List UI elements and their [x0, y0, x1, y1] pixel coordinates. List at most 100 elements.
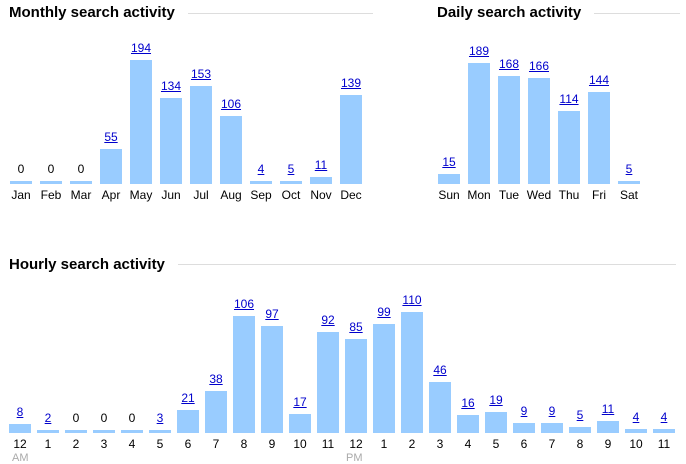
hourly-axis-label: 2 [72, 437, 80, 451]
monthly-bar[interactable] [70, 181, 92, 184]
monthly-bar[interactable] [190, 86, 212, 184]
hourly-value-label[interactable]: 46 [433, 363, 447, 377]
hourly-value-label[interactable]: 3 [156, 411, 164, 425]
monthly-value-label[interactable]: 194 [130, 41, 152, 55]
hourly-value-label[interactable]: 92 [321, 313, 335, 327]
hourly-axis-label: 9 [268, 437, 276, 451]
hourly-value-label[interactable]: 11 [601, 402, 615, 416]
hourly-bar[interactable] [65, 430, 87, 433]
hourly-bar[interactable] [457, 415, 479, 433]
hourly-value-label[interactable]: 9 [520, 404, 528, 418]
hourly-bar[interactable] [597, 421, 619, 433]
hourly-value-label[interactable]: 99 [377, 305, 391, 319]
hourly-axis-label: 11 [657, 437, 671, 451]
daily-value-label[interactable]: 114 [559, 92, 579, 106]
hourly-axis-label: 8 [240, 437, 248, 451]
hourly-bar[interactable] [513, 423, 535, 433]
daily-value-label[interactable]: 5 [625, 162, 633, 176]
monthly-value-label[interactable]: 153 [190, 67, 212, 81]
daily-value-label[interactable]: 144 [588, 73, 610, 87]
hourly-bar[interactable] [317, 332, 339, 433]
hourly-axis-label: 12 [349, 437, 363, 451]
hourly-axis-label: 9 [604, 437, 612, 451]
daily-value-label[interactable]: 166 [528, 59, 550, 73]
hourly-value-label[interactable]: 38 [209, 372, 223, 386]
hourly-bar[interactable] [205, 391, 227, 433]
hourly-bar[interactable] [9, 424, 31, 433]
hourly-bar[interactable] [653, 429, 675, 433]
hourly-value-label[interactable]: 110 [402, 293, 422, 307]
monthly-value-label[interactable]: 55 [104, 130, 118, 144]
hourly-value-label[interactable]: 8 [16, 405, 24, 419]
hourly-bar[interactable] [373, 324, 395, 433]
monthly-bar[interactable] [310, 177, 332, 184]
hourly-bar[interactable] [401, 312, 423, 433]
hourly-bar[interactable] [569, 427, 591, 433]
hourly-value-label[interactable]: 97 [265, 307, 279, 321]
hourly-bar[interactable] [625, 429, 647, 433]
monthly-bar[interactable] [40, 181, 62, 184]
hourly-value-label[interactable]: 19 [489, 393, 503, 407]
hourly-axis-label: 5 [156, 437, 164, 451]
daily-bar[interactable] [498, 76, 520, 184]
hourly-value-label[interactable]: 9 [548, 404, 556, 418]
monthly-bar[interactable] [280, 181, 302, 184]
monthly-bar[interactable] [340, 95, 362, 184]
daily-axis-label: Mon [467, 188, 491, 202]
hourly-value-label[interactable]: 16 [461, 396, 475, 410]
monthly-value-label: 0 [77, 162, 85, 176]
hourly-bar[interactable] [177, 410, 199, 433]
monthly-bar[interactable] [250, 181, 272, 184]
hourly-value-label[interactable]: 17 [293, 395, 307, 409]
monthly-bar[interactable] [160, 98, 182, 184]
hourly-bar[interactable] [233, 316, 255, 433]
monthly-value-label[interactable]: 106 [220, 97, 242, 111]
hourly-value-label[interactable]: 85 [349, 320, 363, 334]
daily-bar[interactable] [558, 111, 580, 184]
hourly-axis-label: 6 [184, 437, 192, 451]
monthly-value-label[interactable]: 5 [287, 162, 295, 176]
daily-bar[interactable] [468, 63, 490, 184]
monthly-value-label: 0 [47, 162, 55, 176]
daily-bar[interactable] [528, 78, 550, 184]
hourly-value-label[interactable]: 4 [660, 410, 668, 424]
monthly-bar[interactable] [100, 149, 122, 184]
hourly-axis-label: 10 [293, 437, 307, 451]
hourly-bar[interactable] [429, 382, 451, 433]
hourly-value-label[interactable]: 2 [44, 411, 52, 425]
monthly-value-label[interactable]: 11 [314, 158, 328, 172]
daily-bar[interactable] [438, 174, 460, 184]
monthly-value-label[interactable]: 134 [160, 79, 182, 93]
monthly-value-label[interactable]: 139 [340, 76, 362, 90]
daily-bar[interactable] [588, 92, 610, 184]
hourly-bar[interactable] [261, 326, 283, 433]
monthly-axis-label: Dec [340, 188, 362, 202]
hourly-bar[interactable] [149, 430, 171, 433]
hourly-bar[interactable] [345, 339, 367, 433]
monthly-bar[interactable] [130, 60, 152, 184]
monthly-axis-label: Sep [250, 188, 272, 202]
monthly-bar[interactable] [220, 116, 242, 184]
monthly-axis-label: Jun [161, 188, 181, 202]
daily-value-label[interactable]: 15 [442, 155, 456, 169]
hourly-bar[interactable] [121, 430, 143, 433]
daily-value-label[interactable]: 168 [498, 57, 520, 71]
hourly-value-label[interactable]: 4 [632, 410, 640, 424]
daily-bar[interactable] [618, 181, 640, 184]
hourly-bar[interactable] [93, 430, 115, 433]
monthly-axis-label: Jul [193, 188, 209, 202]
daily-value-label[interactable]: 189 [468, 44, 490, 58]
hourly-value-label[interactable]: 5 [576, 408, 584, 422]
monthly-value-label[interactable]: 4 [257, 162, 265, 176]
daily-axis-label: Sat [619, 188, 638, 202]
hourly-value-label: 0 [100, 411, 108, 425]
hourly-bar[interactable] [37, 430, 59, 433]
monthly-bar[interactable] [10, 181, 32, 184]
hourly-bar[interactable] [289, 414, 311, 433]
monthly-axis-label: May [129, 188, 153, 202]
hourly-bar[interactable] [485, 412, 507, 433]
hourly-chart-title: Hourly search activity [9, 256, 165, 273]
hourly-value-label[interactable]: 21 [181, 391, 195, 405]
hourly-bar[interactable] [541, 423, 563, 433]
hourly-value-label[interactable]: 106 [233, 297, 255, 311]
